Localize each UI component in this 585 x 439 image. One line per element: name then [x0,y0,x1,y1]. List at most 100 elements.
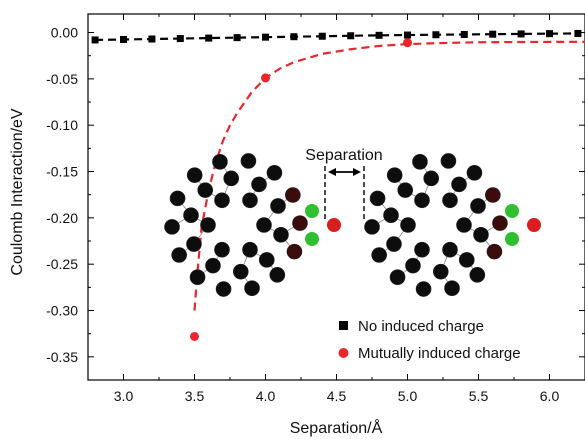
carbon-atom [371,247,387,263]
series-line-no-induced [95,32,578,42]
data-point-no-induced [176,35,184,43]
carbon-atom [485,187,501,203]
carbon-atom [232,263,249,280]
carbon-atom [186,236,202,252]
legend-label-no-induced: No induced charge [358,318,484,335]
carbon-atom [256,217,272,233]
carbon-atom [269,267,286,283]
y-tick-label: -0.15 [46,164,78,180]
carbon-atom [364,219,380,235]
carbon-atom [442,241,458,258]
x-tick-label: 6.0 [540,388,560,404]
y-tick-label: -0.20 [46,210,78,226]
series-layer [91,29,582,341]
carbon-atom [444,280,460,296]
molecule-illustration [164,153,541,297]
legend-marker-no-induced [339,321,348,330]
carbon-atom [270,198,286,214]
carbon-atom [400,217,416,233]
x-tick-label: 4.5 [327,388,347,404]
carbon-atom [492,215,508,231]
data-point-no-induced [262,33,269,41]
carbon-atom [242,241,258,258]
legend: No induced charge Mutually induced charg… [338,318,521,362]
carbon-atom [215,281,232,297]
substituent-atom [505,204,519,218]
carbon-atom [169,190,186,207]
oxygen-atom [327,218,341,232]
carbon-atom [440,153,457,169]
carbon-atom [473,226,489,243]
y-tick-label: -0.05 [46,71,78,87]
carbon-atom [383,207,399,224]
y-tick-label: 0.00 [51,25,78,41]
substituent-atom [305,232,319,246]
carbon-atom [212,154,228,170]
carbon-atom [369,190,386,207]
carbon-atom [171,247,187,263]
substituent-atom [305,204,319,218]
carbon-atom [242,192,258,209]
carbon-atom [197,182,214,198]
y-tick-label: -0.10 [46,117,78,133]
data-point-no-induced [489,30,497,38]
data-point-no-induced [460,30,468,38]
molecule-right [364,153,541,297]
carbon-atom [389,269,406,285]
y-tick-label: -0.35 [46,349,78,365]
substituent-atom [505,232,519,246]
carbon-atom [240,153,257,169]
x-tick-label: 3.5 [185,388,205,404]
data-point-no-induced [318,32,326,40]
plot-frame [87,13,585,381]
carbon-atom [458,252,475,268]
x-tick-label: 3.0 [114,388,134,404]
carbon-atom [386,167,403,183]
data-point-no-induced [120,35,127,43]
arrowhead-left [328,168,336,176]
data-point-no-induced [375,31,383,39]
carbon-atom [423,170,440,187]
carbon-atom [469,267,486,283]
data-point-no-induced [546,30,553,38]
fit-curve-layer [193,40,585,311]
y-axis-label: Coulomb Interaction/eV [9,108,26,276]
data-point-no-induced [148,35,156,43]
carbon-atom [164,219,180,235]
carbon-atom [292,215,308,231]
data-point-no-induced [205,34,213,42]
carbon-atom [251,176,267,193]
data-point-no-induced [233,34,241,42]
separation-label: Separation [305,147,382,164]
carbon-atom [200,217,216,233]
carbon-atom [397,182,414,198]
oxygen-atom [527,218,541,232]
carbon-atom [414,192,430,209]
carbon-atom [432,263,449,280]
data-point-mutually-induced [403,38,412,48]
carbon-atom [183,207,199,224]
carbon-atom [273,226,289,243]
carbon-atom [415,281,432,297]
arrowhead-right [353,168,361,176]
carbon-atom [470,198,486,214]
x-tick-label: 4.0 [256,388,276,404]
carbon-atom [258,252,275,268]
data-point-mutually-induced [190,331,199,341]
carbon-atom [186,167,203,183]
carbon-atom [386,236,402,252]
data-point-no-induced [91,36,99,44]
carbon-atom [442,192,458,209]
legend-marker-mutually-induced [338,348,349,358]
carbon-atom [189,269,206,285]
y-tick-label: -0.30 [46,303,78,319]
carbon-atom [266,165,283,181]
data-point-no-induced [404,31,411,39]
carbon-atom [414,241,430,258]
carbon-atom [205,257,221,274]
carbon-atom [214,192,230,209]
fit-curve-line [193,40,585,311]
axis-ticks: 3.0 3.5 4.0 4.5 5.0 5.5 6.0 0.00 -0.05 -0.10 -0.15… [46,14,585,404]
x-tick-label: 5.0 [398,388,418,404]
plot-area-border [87,13,585,381]
